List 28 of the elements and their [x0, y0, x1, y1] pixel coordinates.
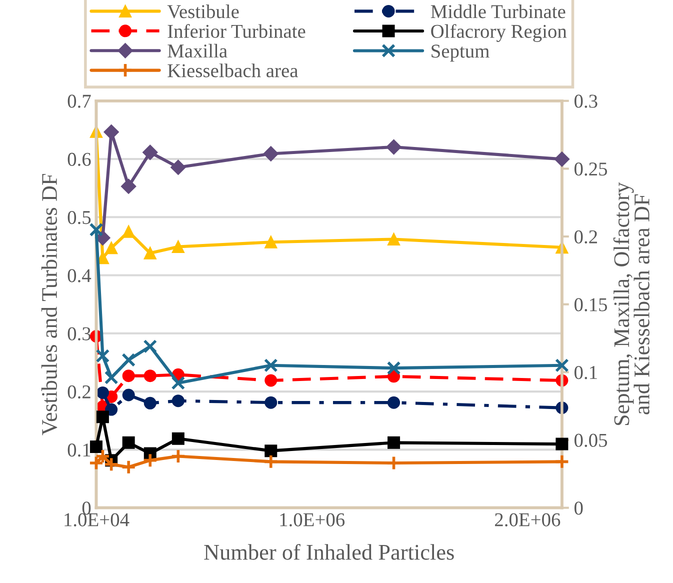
x-axis-title: Number of Inhaled Particles — [204, 544, 454, 560]
y2-tick-label: 0.25 — [574, 162, 608, 176]
y-tick-label: 0 — [82, 502, 91, 515]
y2-tick-label: 0.3 — [574, 94, 598, 108]
y2-tick-label: 0.15 — [574, 298, 608, 312]
y2-tick-label: 0 — [574, 502, 583, 515]
y2-tick-label: 0.05 — [574, 434, 608, 447]
y-axis-title: Vestibules and Turbinates DF — [41, 174, 58, 436]
y-tick-label: 0.2 — [68, 385, 90, 399]
legend-label: Inferior Turbinate — [168, 24, 306, 38]
y-tick-label: 0.1 — [68, 443, 90, 457]
legend-label: Vestibule — [167, 4, 239, 18]
legend-label: Kiesselbach area — [168, 64, 298, 78]
y2-tick-label: 0.1 — [574, 366, 597, 380]
y-tick-label: 0.6 — [68, 152, 91, 166]
y2-tick-label: 0.2 — [574, 230, 597, 244]
legend-label: Maxilla — [168, 44, 228, 58]
y-tick-label: 0.3 — [68, 327, 91, 340]
x-tick-label: 1.0E+06 — [280, 513, 345, 526]
x-tick-label: 1.0E+04 — [64, 513, 130, 526]
y-tick-label: 0.4 — [68, 269, 92, 282]
legend-label: Olfacrory Region — [431, 24, 567, 42]
y2-axis-title: Septum, Maxilla, Olfactory and Kiesselbach area DF — [613, 182, 650, 426]
y-tick-label: 0.5 — [68, 210, 91, 224]
x-tick-label: 2.0E+06 — [495, 513, 560, 526]
legend-label: Middle Turbinate — [430, 4, 566, 18]
y-tick-label: 0.7 — [68, 94, 91, 108]
legend-label: Septum — [432, 44, 490, 62]
